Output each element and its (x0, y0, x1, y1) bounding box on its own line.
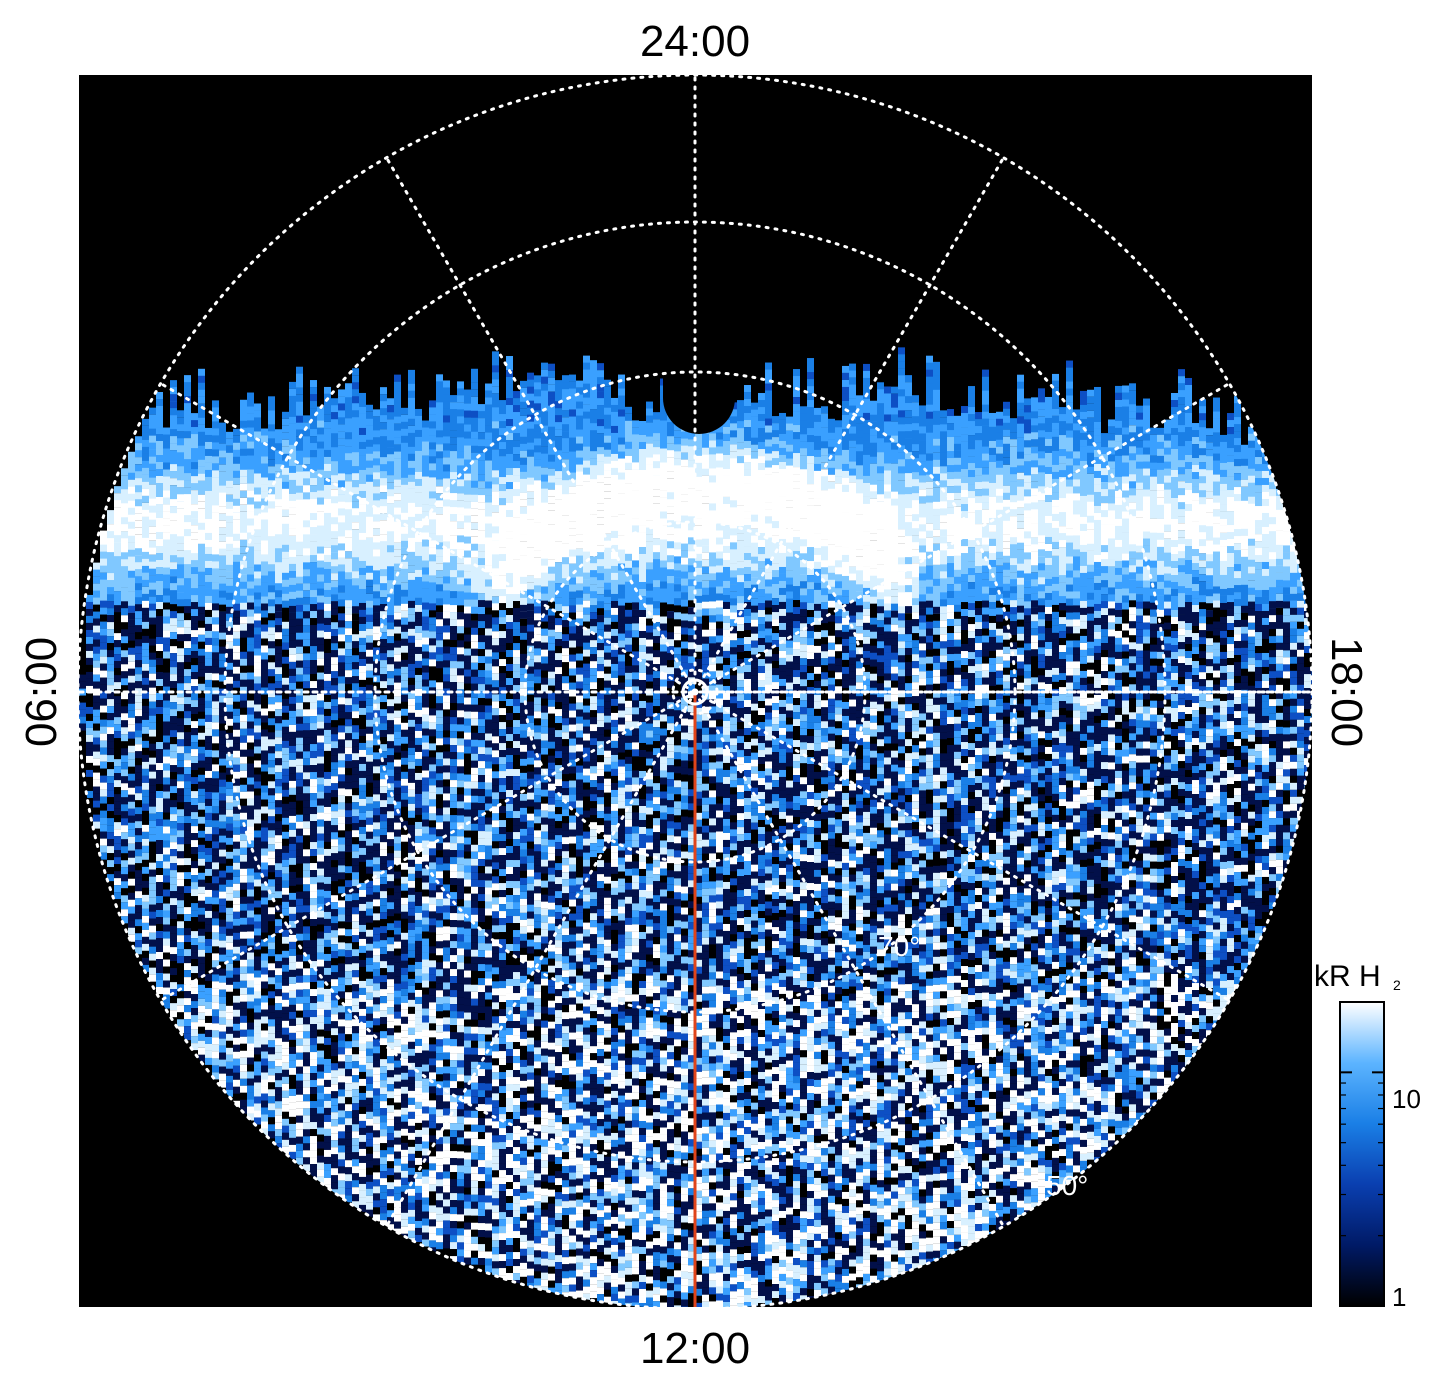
local-time-meridian (693, 690, 1005, 1228)
emission-layer (79, 347, 1312, 1307)
local-time-meridian (385, 690, 697, 1228)
local-time-meridian (693, 382, 1231, 694)
emission-pixels (79, 347, 1312, 1307)
colorbar-tick-label-10: 10 (1392, 1084, 1421, 1114)
lt-label-bottom: 12:00 (640, 1324, 750, 1373)
lt-label-right: 18:00 (1322, 637, 1371, 747)
colorbar-ticks (1340, 1001, 1384, 1307)
local-time-meridian (159, 382, 697, 694)
lt-label-top: 24:00 (640, 17, 750, 66)
local-time-meridian (693, 690, 1231, 1002)
polar-gap (663, 360, 735, 434)
local-time-meridian (385, 156, 697, 694)
colorbar-tick-label-1: 1 (1392, 1282, 1406, 1312)
local-time-meridian (159, 690, 697, 1002)
colorbar-gradient (1339, 1001, 1385, 1307)
lat-label-50: 50° (1046, 1170, 1088, 1201)
colorbar-title: kR H (1314, 960, 1381, 993)
lt-label-left: 06:00 (17, 637, 66, 747)
colorbar-title-subscript: 2 (1393, 977, 1401, 993)
colorbar: kR H 2 1 10 (1314, 960, 1421, 1312)
local-time-meridian (693, 156, 1005, 694)
pole-marker-icon (681, 678, 709, 706)
lat-label-70: 70° (878, 931, 920, 962)
